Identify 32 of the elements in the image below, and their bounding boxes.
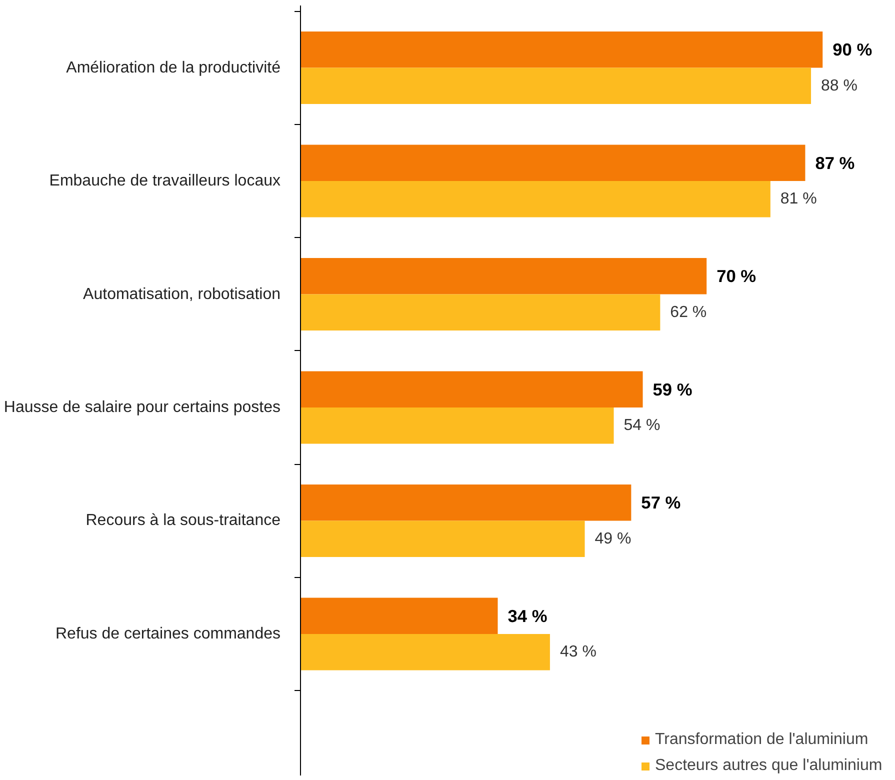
data-label: 70 % [716, 266, 756, 286]
data-label: 54 % [624, 417, 660, 434]
y-tick-label: Refus de certaines commandes [56, 625, 280, 642]
bar [300, 144, 806, 182]
bar [300, 484, 632, 521]
bar [300, 598, 498, 634]
data-label: 88 % [821, 77, 858, 94]
bar [300, 32, 823, 68]
bar [300, 371, 643, 408]
y-tick-label: Amélioration de la productivité [66, 59, 281, 76]
legend-label: Transformation de l'aluminium [655, 731, 868, 749]
bar [300, 181, 770, 218]
y-tick-label: Automatisation, robotisation [83, 286, 281, 303]
data-label: 49 % [594, 530, 632, 548]
data-label: 59 % [652, 379, 692, 400]
data-label: 62 % [670, 304, 707, 321]
y-tick-label: Recours à la sous-traitance [86, 512, 281, 530]
data-label: 87 % [815, 152, 855, 173]
data-label: 34 % [508, 606, 548, 626]
legend-label: Secteurs autres que l'aluminium [655, 757, 882, 775]
bar [300, 407, 614, 444]
data-label: 81 % [780, 190, 817, 208]
bar [300, 634, 550, 670]
y-tick-label: Embauche de travailleurs locaux [49, 172, 280, 190]
data-label: 57 % [641, 492, 681, 513]
y-tick-label: Hausse de salaire pour certains postes [4, 398, 280, 416]
bar [300, 520, 585, 557]
data-label: 43 % [560, 644, 596, 661]
data-label: 90 % [832, 40, 872, 60]
bar [300, 258, 707, 294]
bar [300, 68, 812, 104]
bar [300, 294, 660, 330]
